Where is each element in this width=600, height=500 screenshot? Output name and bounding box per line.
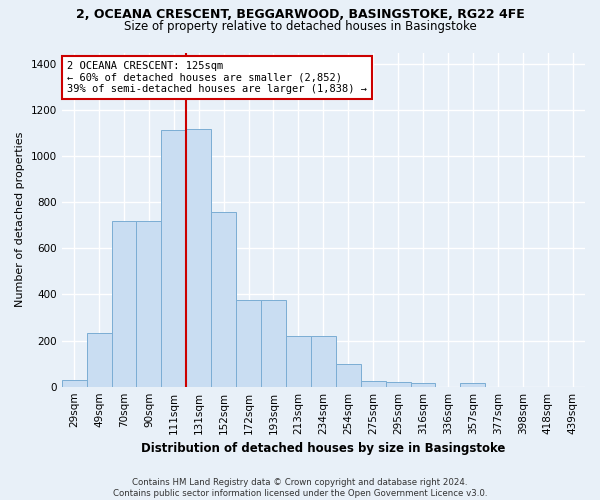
Bar [86,332,112,386]
Bar [62,380,86,386]
Bar [460,383,485,386]
Bar [236,300,261,386]
Bar [261,300,286,386]
Text: 2 OCEANA CRESCENT: 125sqm
← 60% of detached houses are smaller (2,852)
39% of se: 2 OCEANA CRESCENT: 125sqm ← 60% of detac… [67,61,367,94]
Text: Contains HM Land Registry data © Crown copyright and database right 2024.
Contai: Contains HM Land Registry data © Crown c… [113,478,487,498]
Bar [361,381,386,386]
Bar [410,383,436,386]
Bar [311,336,336,386]
Bar [386,382,410,386]
Y-axis label: Number of detached properties: Number of detached properties [15,132,25,308]
X-axis label: Distribution of detached houses by size in Basingstoke: Distribution of detached houses by size … [141,442,506,455]
Bar [136,220,161,386]
Bar [211,212,236,386]
Bar [336,364,361,386]
Bar [161,130,186,386]
Bar [286,336,311,386]
Text: Size of property relative to detached houses in Basingstoke: Size of property relative to detached ho… [124,20,476,33]
Bar [186,128,211,386]
Bar [112,220,136,386]
Text: 2, OCEANA CRESCENT, BEGGARWOOD, BASINGSTOKE, RG22 4FE: 2, OCEANA CRESCENT, BEGGARWOOD, BASINGST… [76,8,524,20]
